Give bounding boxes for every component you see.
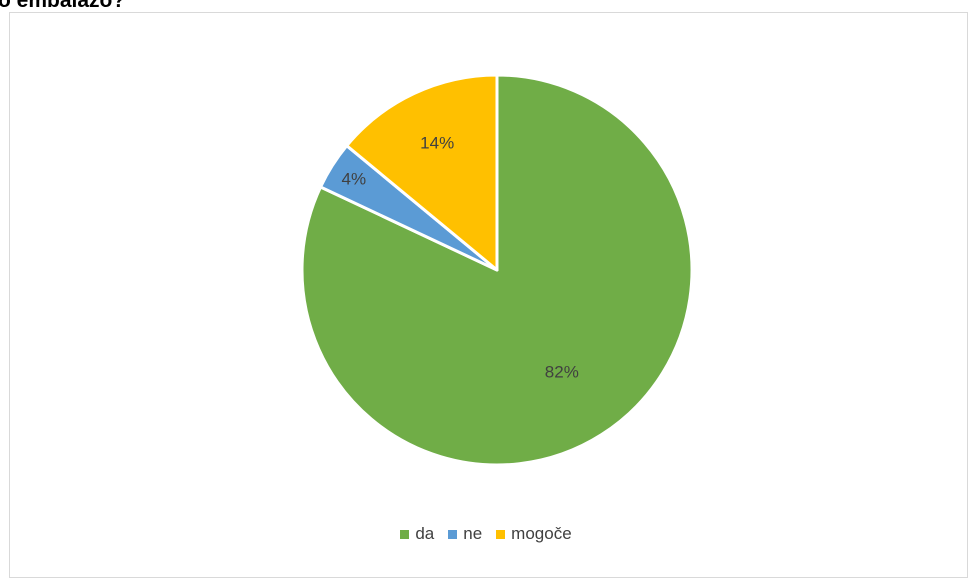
legend-label-mogoce: mogoče <box>511 524 572 543</box>
legend-swatch-da <box>400 529 410 539</box>
chart-title: o embalažo? <box>0 0 126 12</box>
legend-label-da: da <box>415 524 435 543</box>
legend-label-ne: ne <box>463 524 483 543</box>
legend-swatch-mogoce <box>496 529 506 539</box>
data-label-ne: 4% <box>342 170 367 189</box>
pie-data-labels: 82% 4% 14% <box>342 134 579 382</box>
legend-item-mogoce: mogoče <box>496 524 572 544</box>
data-label-mogoce: 14% <box>420 134 454 153</box>
legend-swatch-ne <box>448 529 458 539</box>
chart-legend: da ne mogoče <box>0 524 972 544</box>
pie-slices <box>300 73 694 467</box>
legend-item-da: da <box>400 524 434 544</box>
legend-item-ne: ne <box>448 524 482 544</box>
data-label-da: 82% <box>545 363 579 382</box>
pie-slice-mogoce <box>345 73 499 272</box>
